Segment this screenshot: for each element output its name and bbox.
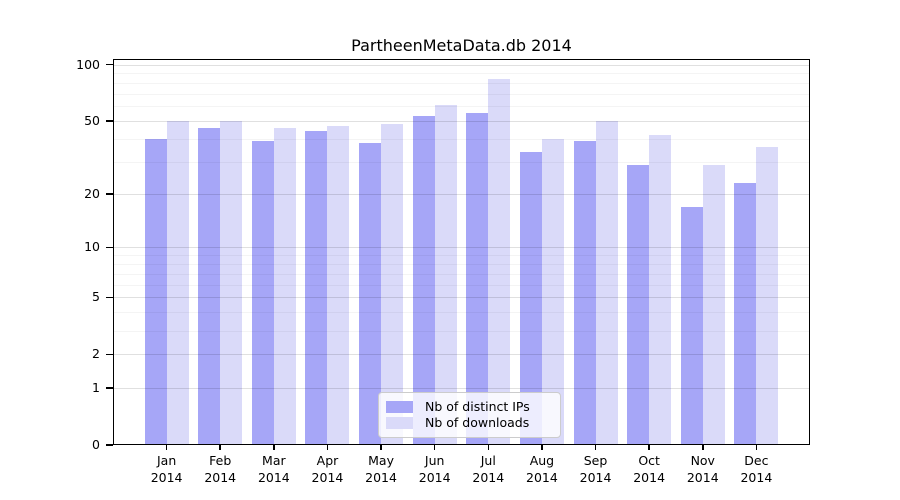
chart-title: PartheenMetaData.db 2014 (351, 36, 572, 55)
x-tick-jul (487, 445, 490, 450)
x-tick-feb (219, 445, 221, 450)
x-tick-label-jan: Jan 2014 (150, 453, 183, 485)
bar-feb-downloads (220, 120, 243, 445)
y-tick-2 (106, 353, 113, 356)
bar-jun-downloads (434, 104, 457, 445)
bar-sep-downloads (595, 120, 618, 445)
major-gridline-50 (113, 120, 810, 122)
x-tick-label-aug: Aug 2014 (526, 453, 558, 485)
legend-swatch-distinct-ips (386, 401, 413, 413)
bar-jul-downloads (488, 78, 511, 445)
y-tick-label-2: 2 (92, 346, 100, 362)
major-gridline-20 (113, 194, 810, 195)
legend-item-distinct-ips: Nb of distinct IPs (386, 399, 552, 415)
bar-may-downloads (381, 124, 404, 445)
x-tick-label-nov: Nov 2014 (686, 453, 719, 485)
y-tick-label-10: 10 (84, 239, 100, 255)
minor-gridline-4 (113, 312, 810, 314)
x-tick-jun (433, 445, 436, 450)
legend-swatch-downloads (386, 417, 413, 429)
minor-gridline-90 (113, 73, 810, 75)
bar-feb-distinct-ips (198, 127, 221, 445)
bar-jun-distinct-ips (412, 116, 435, 445)
major-gridline-100 (113, 64, 810, 66)
minor-gridline-80 (113, 82, 810, 84)
bar-oct-downloads (649, 134, 672, 445)
x-tick-aug (541, 445, 543, 450)
minor-gridline-8 (113, 263, 810, 265)
minor-gridline-3 (113, 330, 810, 332)
x-tick-label-apr: Apr 2014 (311, 453, 344, 485)
x-tick-label-dec: Dec 2014 (740, 453, 773, 485)
bar-nov-distinct-ips (680, 206, 703, 445)
bar-dec-downloads (756, 147, 779, 445)
minor-gridline-40 (113, 138, 810, 140)
x-tick-label-sep: Sep 2014 (579, 453, 612, 485)
bar-nov-downloads (702, 164, 725, 445)
y-tick-label-5: 5 (92, 289, 100, 305)
bar-aug-distinct-ips (519, 151, 542, 445)
x-tick-label-jul: Jul 2014 (472, 453, 505, 485)
x-tick-label-may: May 2014 (365, 453, 397, 485)
legend-label-downloads: Nb of downloads (425, 415, 530, 430)
y-tick-label-20: 20 (84, 186, 100, 201)
bar-jul-distinct-ips (466, 113, 489, 445)
bar-may-distinct-ips (359, 142, 382, 445)
x-tick-jan (165, 445, 168, 450)
x-tick-mar (273, 445, 275, 450)
x-tick-label-feb: Feb 2014 (204, 453, 237, 485)
x-tick-may (380, 445, 382, 450)
minor-gridline-9 (113, 255, 810, 257)
minor-gridline-6 (113, 284, 810, 286)
y-tick-10 (106, 246, 113, 249)
bar-jan-distinct-ips (144, 138, 167, 445)
major-gridline-10 (113, 247, 810, 249)
x-tick-oct (648, 445, 650, 450)
legend: Nb of distinct IPs Nb of downloads (378, 392, 561, 438)
minor-gridline-70 (113, 93, 810, 95)
bar-aug-downloads (541, 138, 564, 445)
plot-area (113, 59, 810, 445)
minor-gridline-30 (113, 161, 810, 163)
major-gridline-5 (113, 297, 810, 299)
x-tick-label-jun: Jun 2014 (418, 453, 451, 485)
y-tick-5 (106, 296, 113, 299)
bar-apr-distinct-ips (305, 131, 328, 445)
bar-oct-distinct-ips (627, 164, 650, 445)
y-tick-label-50: 50 (84, 112, 100, 128)
y-tick-100 (106, 63, 113, 66)
x-tick-nov (702, 445, 704, 450)
bar-mar-distinct-ips (251, 140, 274, 445)
y-tick-50 (106, 120, 113, 122)
x-tick-dec (755, 445, 758, 450)
x-tick-apr (326, 445, 329, 450)
x-tick-label-mar: Mar 2014 (257, 453, 290, 485)
y-tick-1 (106, 387, 113, 389)
y-tick-label-1: 1 (92, 379, 100, 395)
bar-mar-downloads (273, 127, 296, 445)
legend-item-downloads: Nb of downloads (386, 415, 552, 431)
x-tick-sep (594, 445, 597, 450)
bar-jan-downloads (166, 120, 189, 445)
major-gridline-2 (113, 354, 810, 356)
y-tick-20 (106, 193, 113, 195)
legend-label-distinct-ips: Nb of distinct IPs (425, 399, 530, 414)
bar-sep-distinct-ips (573, 140, 596, 445)
y-tick-0 (106, 444, 113, 446)
y-tick-label-100: 100 (76, 56, 100, 72)
x-tick-label-oct: Oct 2014 (633, 453, 666, 485)
minor-gridline-7 (113, 273, 810, 275)
bar-dec-distinct-ips (734, 183, 757, 445)
bar-apr-downloads (327, 125, 350, 445)
minor-gridline-60 (113, 106, 810, 108)
y-tick-label-0: 0 (92, 437, 100, 452)
major-gridline-1 (113, 387, 810, 389)
